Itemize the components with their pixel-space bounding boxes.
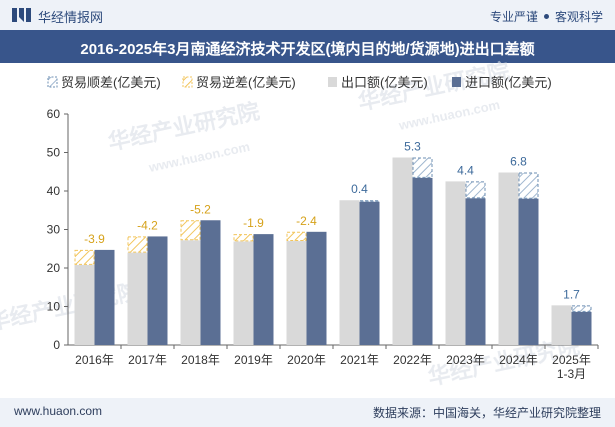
balance-label: -4.2 [137,218,158,232]
bar-deficit [180,220,201,241]
x-tick-label: 2019年 [234,353,273,367]
bar-export [180,240,201,345]
bar-surplus [518,172,539,199]
bar-import [200,220,221,345]
bar-export [74,264,95,345]
bar-deficit [286,231,307,242]
title-bar [0,30,615,63]
legend-swatch-import [452,77,461,87]
x-tick-label: 2025年 [552,353,591,367]
bar-export [551,305,572,345]
bar-export [233,241,254,345]
x-tick-label: 2021年 [340,353,379,367]
balance-label: -5.2 [190,202,211,216]
balance-label: -1.9 [243,216,264,230]
balance-label: -2.4 [296,214,317,228]
legend-label: 贸易逆差(亿美元) [196,75,296,90]
data-labels: -3.9 -4.2 -5.2 -1.9 -2.4 0.4 5.3 4.4 6.8 1.7 [84,140,580,302]
slogan-left: 专业严谨 [489,10,538,24]
bar-import [465,198,486,345]
x-tick-label: 2016年 [75,353,114,367]
x-tick-label: 2022年 [393,353,432,367]
legend-swatch-export [328,77,337,87]
balance-label: -3.9 [84,232,105,246]
bar-import [306,231,327,345]
bars [74,157,592,345]
balance-label: 1.7 [563,287,580,301]
bar-import [147,236,168,345]
y-tick-label: 0 [53,338,60,352]
watermark-text: 华经产业研究院 [0,278,142,334]
legend-label: 出口额(亿美元) [341,75,428,90]
x-tick-label: 2024年 [499,353,538,367]
y-tick-label: 60 [47,107,61,121]
x-tick-label: 1-3月 [557,367,586,381]
bar-export [498,172,519,345]
legend: 贸易顺差(亿美元) 贸易逆差(亿美元) 出口额(亿美元) 进口额(亿美元) [47,75,552,90]
balance-label: 4.4 [457,163,474,177]
bar-import [571,311,592,345]
bar-deficit [74,249,95,265]
bar-surplus [465,181,486,199]
source-note: 数据来源：中国海关，华经产业研究院整理 [372,406,601,420]
bar-export [445,181,466,345]
bar-import [412,177,433,345]
bar-export [339,200,360,345]
y-tick-label: 30 [47,223,61,237]
y-tick-label: 40 [47,184,61,198]
legend-label: 进口额(亿美元) [465,75,552,90]
footer-bar [0,398,615,427]
bar-surplus [359,200,380,202]
legend-label: 贸易顺差(亿美元) [61,75,161,90]
bar-deficit [127,236,148,253]
bar-import [518,198,539,345]
bar-deficit [233,234,254,242]
legend-swatch-surplus [47,76,58,88]
balance-label: 6.8 [510,155,527,169]
brand-name: 华经情报网 [38,10,104,25]
y-tick-label: 50 [47,146,61,160]
slogan-right: 客观科学 [554,10,603,24]
huajing-logo-icon [12,8,31,22]
x-tick-label: 2023年 [446,353,485,367]
bar-export [127,252,148,345]
bar-export [392,157,413,345]
x-tick-label: 2020年 [287,353,326,367]
x-tick-label: 2018年 [181,353,220,367]
balance-label: 5.3 [404,140,421,154]
x-tick-label: 2017年 [128,353,167,367]
bar-import [253,234,274,345]
slogan-dot [543,14,549,20]
slogan: 专业严谨 客观科学 [490,8,603,25]
axes: 0 10 20 30 40 50 60 2016年 2017年 2018年 2019年 2020年 20… [47,107,599,381]
header-bar [0,0,615,30]
y-tick-label: 20 [47,261,61,275]
chart-title: 2016-2025年3月南通经济技术开发区(境内目的地/货源地)进出口差额 [80,41,535,58]
balance-label: 0.4 [351,182,368,196]
y-tick-label: 10 [47,300,61,314]
bar-surplus [412,157,433,178]
site-url[interactable]: www.huaon.com [14,404,103,418]
watermark-url: www.huaon.com [147,139,252,175]
bar-export [286,241,307,345]
bar-import [359,201,380,345]
bar-import [94,249,115,345]
bar-surplus [571,305,592,312]
legend-swatch-deficit [182,76,193,88]
